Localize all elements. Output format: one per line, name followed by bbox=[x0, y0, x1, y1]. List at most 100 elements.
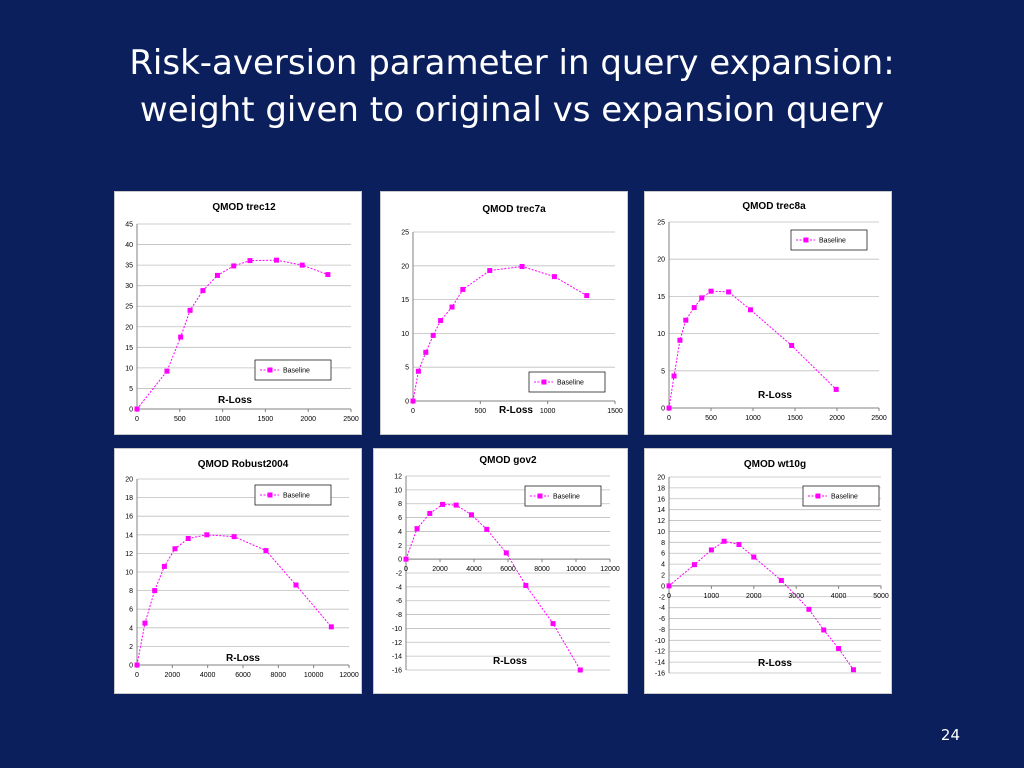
c3-ytick-label: 6 bbox=[129, 607, 133, 614]
c3-data-point bbox=[142, 620, 148, 626]
c5-data-point bbox=[666, 583, 672, 589]
c2-data-point bbox=[708, 288, 714, 294]
c5-ytick-label: 16 bbox=[657, 496, 665, 503]
c0-xlabel: R-Loss bbox=[218, 395, 252, 406]
c2-xtick-label: 2500 bbox=[871, 415, 887, 422]
c3-data-point bbox=[263, 548, 269, 554]
c4-xtick-label: 10000 bbox=[566, 566, 586, 573]
c1-ytick-label: 10 bbox=[401, 331, 409, 338]
c1-data-point bbox=[460, 286, 466, 292]
c2-xtick-label: 500 bbox=[705, 415, 717, 422]
c5-ytick-label: 4 bbox=[661, 562, 665, 569]
c0-data-point bbox=[178, 334, 184, 340]
c4-ytick-label: -14 bbox=[392, 654, 402, 661]
c3-data-point bbox=[152, 588, 158, 594]
c5-ytick-label: -2 bbox=[659, 594, 665, 601]
c1-xtick-label: 1000 bbox=[540, 408, 556, 415]
c0-data-point bbox=[274, 257, 280, 263]
c1-data-point bbox=[430, 332, 436, 338]
c4-data-point bbox=[453, 502, 459, 508]
c1-data-point bbox=[415, 368, 421, 374]
c2-title: QMOD trec8a bbox=[742, 201, 806, 212]
c3-data-point bbox=[134, 662, 140, 668]
c1-data-point bbox=[438, 318, 444, 324]
c0-xtick-label: 2500 bbox=[343, 416, 359, 423]
c1-legend bbox=[528, 371, 606, 393]
c5-title: QMOD wt10g bbox=[744, 459, 806, 470]
c0-xtick-label: 500 bbox=[174, 416, 186, 423]
c4-legend-label: Baseline bbox=[553, 494, 580, 501]
c5-xtick-label: 0 bbox=[667, 593, 671, 600]
c5-legend-label: Baseline bbox=[831, 494, 858, 501]
c5-data-point bbox=[821, 627, 827, 633]
c3-xtick-label: 0 bbox=[135, 672, 139, 679]
chart-panel-wt10g: QMOD wt10g -16 -14 -12 -10 -8 -6 -4 -2 0 2 4 6 8 10 12 1… bbox=[644, 448, 892, 694]
c4-ytick-label: -12 bbox=[392, 640, 402, 647]
c5-legend-marker bbox=[815, 493, 821, 499]
c0-ytick-label: 0 bbox=[129, 407, 133, 414]
c4-data-point bbox=[468, 512, 474, 518]
c4-data-point bbox=[414, 526, 420, 532]
c3-ytick-label: 8 bbox=[129, 588, 133, 595]
c2-ytick-label: 20 bbox=[657, 257, 665, 264]
c5-data-point bbox=[778, 577, 784, 583]
c5-ytick-label: 10 bbox=[657, 529, 665, 536]
c3-data-point bbox=[204, 532, 210, 538]
c1-xtick-label: 1500 bbox=[607, 408, 623, 415]
c1-data-point bbox=[410, 398, 416, 404]
c3-title: QMOD Robust2004 bbox=[198, 459, 289, 470]
c4-ytick-label: -8 bbox=[396, 612, 402, 619]
c4-xlabel: R-Loss bbox=[493, 656, 527, 667]
c4-data-point bbox=[484, 526, 490, 532]
c0-title: QMOD trec12 bbox=[212, 202, 276, 213]
c4-legend-marker bbox=[537, 493, 543, 499]
c3-data-point bbox=[328, 624, 334, 630]
chart-trec7a: QMOD trec7a 0 5 10 15 20 25 0 500 1000 1500 Baselin… bbox=[401, 204, 623, 416]
c2-data-point bbox=[677, 337, 683, 343]
c2-data-point bbox=[683, 317, 689, 323]
c0-xtick-label: 0 bbox=[135, 416, 139, 423]
c0-ytick-label: 20 bbox=[125, 324, 133, 331]
c3-data-point bbox=[293, 582, 299, 588]
c5-ytick-label: 18 bbox=[657, 485, 665, 492]
c2-xtick-label: 1500 bbox=[787, 415, 803, 422]
c5-legend bbox=[802, 485, 880, 507]
c0-ytick-label: 5 bbox=[129, 386, 133, 393]
c0-ytick-label: 10 bbox=[125, 365, 133, 372]
c5-xlabel: R-Loss bbox=[758, 658, 792, 669]
chart-panel-trec12: QMOD trec12 0 5 10 15 20 25 30 35 40 45 0 500 1000 150… bbox=[114, 191, 362, 435]
c4-data-point bbox=[550, 621, 556, 627]
c4-ytick-label: 12 bbox=[394, 474, 402, 481]
c3-legend bbox=[254, 484, 332, 506]
c5-data-point bbox=[751, 554, 757, 560]
c5-series-line bbox=[668, 540, 854, 671]
c3-ytick-label: 0 bbox=[129, 663, 133, 670]
c1-legend-label: Baseline bbox=[557, 380, 584, 387]
c4-ytick-label: -6 bbox=[396, 598, 402, 605]
c1-ytick-label: 0 bbox=[405, 399, 409, 406]
c2-xtick-label: 0 bbox=[667, 415, 671, 422]
c0-data-point bbox=[231, 263, 237, 269]
chart-panel-robust2004: QMOD Robust2004 0 2 4 6 8 10 12 14 16 18 20 0 2000 400… bbox=[114, 448, 362, 694]
slide-title-line-1: Risk-aversion parameter in query expansi… bbox=[129, 43, 895, 83]
c0-data-point bbox=[247, 258, 253, 264]
c2-ytick-label: 25 bbox=[657, 220, 665, 227]
c0-data-point bbox=[299, 262, 305, 268]
c4-data-point bbox=[503, 550, 509, 556]
c3-xtick-label: 6000 bbox=[235, 672, 251, 679]
c0-data-point bbox=[214, 272, 220, 278]
c4-xtick-label: 4000 bbox=[466, 566, 482, 573]
c3-ytick-label: 16 bbox=[125, 514, 133, 521]
c4-data-point bbox=[427, 510, 433, 516]
c5-xtick-label: 5000 bbox=[873, 593, 889, 600]
c2-ytick-label: 15 bbox=[657, 294, 665, 301]
c3-xtick-label: 12000 bbox=[339, 672, 359, 679]
c5-ytick-label: -10 bbox=[655, 638, 665, 645]
c2-ytick-label: 10 bbox=[657, 331, 665, 338]
c3-xlabel: R-Loss bbox=[226, 653, 260, 664]
c3-data-point bbox=[185, 536, 191, 542]
c4-ytick-label: -16 bbox=[392, 668, 402, 675]
c5-data-point bbox=[721, 538, 727, 544]
c1-ytick-label: 15 bbox=[401, 297, 409, 304]
c3-xtick-label: 10000 bbox=[304, 672, 324, 679]
